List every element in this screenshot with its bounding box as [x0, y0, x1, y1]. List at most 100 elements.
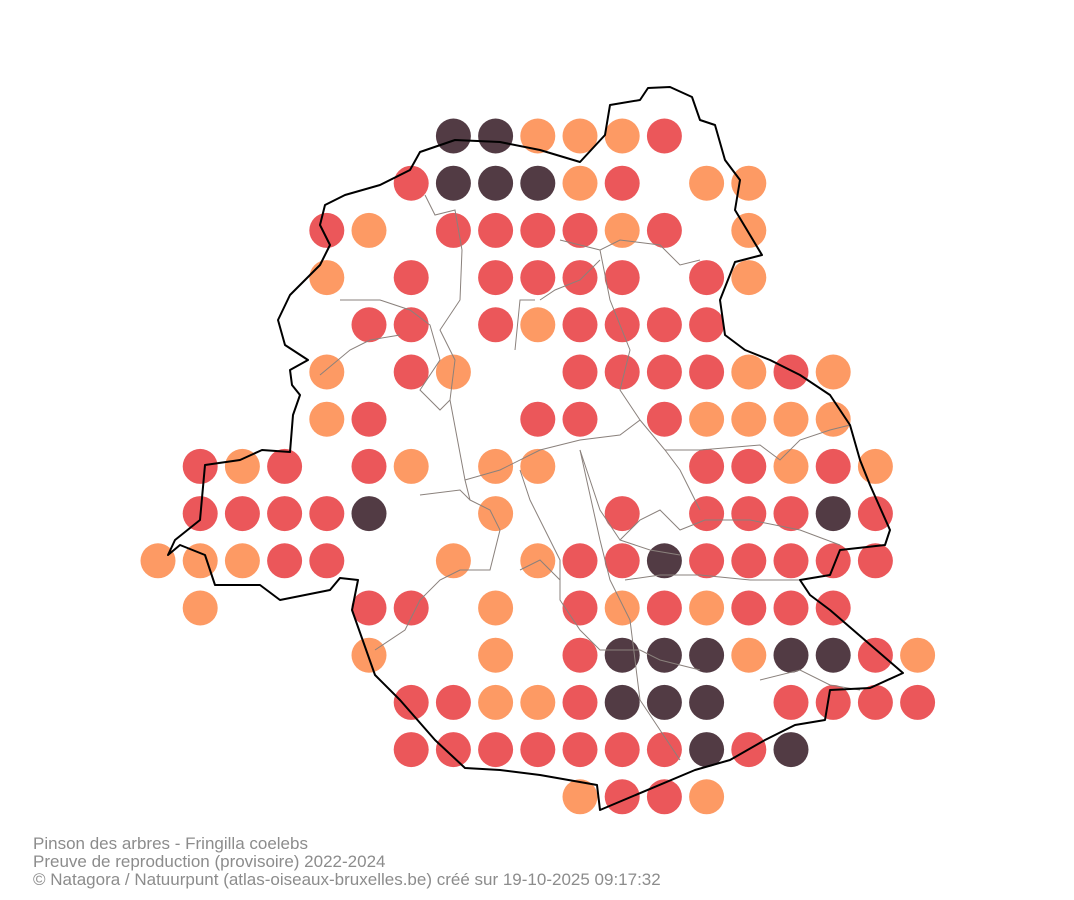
grid-square-red — [731, 590, 767, 626]
grid-square-orange — [309, 354, 345, 390]
grid-square-orange — [815, 401, 851, 437]
grid-square-red — [224, 496, 260, 532]
grid-square-orange — [731, 354, 767, 390]
grid-square-red — [309, 212, 345, 248]
grid-square-orange — [224, 448, 260, 484]
grid-square-red — [478, 260, 514, 296]
grid-square-orange — [815, 354, 851, 390]
grid-square-orange — [562, 118, 598, 154]
grid-square-red — [646, 307, 682, 343]
grid-square-orange — [689, 590, 725, 626]
grid-square-red — [267, 543, 303, 579]
grid-square-orange — [604, 212, 640, 248]
grid-square-orange — [731, 165, 767, 201]
grid-square-dark — [435, 165, 471, 201]
grid-square-orange — [731, 212, 767, 248]
grid-square-orange — [731, 260, 767, 296]
grid-square-red — [393, 590, 429, 626]
grid-square-red — [435, 212, 471, 248]
grid-square-orange — [393, 448, 429, 484]
grid-square-red — [857, 543, 893, 579]
grid-square-red — [182, 448, 218, 484]
grid-square-red — [604, 732, 640, 768]
caption-species: Pinson des arbres - Fringilla coelebs — [33, 834, 308, 853]
grid-square-red — [815, 543, 851, 579]
grid-square-red — [562, 212, 598, 248]
grid-square-red — [689, 448, 725, 484]
grid-square-orange — [731, 637, 767, 673]
grid-square-orange — [309, 260, 345, 296]
grid-square-red — [646, 401, 682, 437]
grid-square-red — [267, 448, 303, 484]
grid-square-red — [478, 307, 514, 343]
grid-square-red — [267, 496, 303, 532]
grid-square-dark — [351, 496, 387, 532]
grid-square-red — [393, 684, 429, 720]
grid-square-orange — [224, 543, 260, 579]
grid-square-red — [731, 448, 767, 484]
grid-square-orange — [689, 401, 725, 437]
grid-square-orange — [478, 637, 514, 673]
grid-square-red — [689, 307, 725, 343]
grid-square-dark — [689, 732, 725, 768]
grid-square-dark — [646, 684, 682, 720]
grid-square-red — [351, 401, 387, 437]
grid-square-dark — [646, 637, 682, 673]
grid-square-red — [857, 637, 893, 673]
grid-square-orange — [520, 307, 556, 343]
atlas-grid-squares — [140, 118, 936, 815]
commune-boundaries — [319, 194, 861, 761]
grid-square-red — [562, 732, 598, 768]
grid-square-orange — [689, 165, 725, 201]
grid-square-orange — [562, 165, 598, 201]
grid-square-orange — [689, 779, 725, 815]
grid-square-dark — [604, 637, 640, 673]
grid-square-dark — [478, 165, 514, 201]
grid-square-orange — [140, 543, 176, 579]
grid-square-red — [520, 260, 556, 296]
grid-square-red — [646, 732, 682, 768]
grid-square-orange — [773, 448, 809, 484]
grid-square-red — [773, 590, 809, 626]
grid-square-orange — [478, 684, 514, 720]
grid-square-orange — [520, 118, 556, 154]
grid-square-red — [351, 307, 387, 343]
grid-square-red — [900, 684, 936, 720]
grid-square-red — [478, 212, 514, 248]
grid-square-red — [604, 307, 640, 343]
grid-square-dark — [435, 118, 471, 154]
caption-subtitle: Preuve de reproduction (provisoire) 2022… — [33, 852, 386, 871]
grid-square-red — [689, 543, 725, 579]
grid-square-dark — [604, 684, 640, 720]
grid-square-red — [604, 779, 640, 815]
grid-square-red — [604, 354, 640, 390]
grid-square-red — [393, 732, 429, 768]
grid-square-red — [562, 307, 598, 343]
grid-square-red — [689, 260, 725, 296]
grid-square-red — [646, 354, 682, 390]
grid-square-orange — [604, 590, 640, 626]
grid-square-red — [351, 590, 387, 626]
grid-square-orange — [309, 401, 345, 437]
grid-square-dark — [689, 637, 725, 673]
grid-square-red — [689, 496, 725, 532]
grid-square-red — [604, 496, 640, 532]
grid-square-orange — [182, 590, 218, 626]
grid-square-red — [857, 684, 893, 720]
map-caption: Pinson des arbres - Fringilla coelebs Pr… — [33, 835, 661, 889]
grid-square-red — [604, 543, 640, 579]
grid-square-dark — [478, 118, 514, 154]
grid-square-red — [689, 354, 725, 390]
grid-square-red — [393, 260, 429, 296]
grid-square-dark — [815, 496, 851, 532]
grid-square-red — [604, 165, 640, 201]
grid-square-red — [562, 354, 598, 390]
grid-square-red — [773, 543, 809, 579]
grid-square-red — [435, 684, 471, 720]
grid-square-red — [731, 496, 767, 532]
grid-square-red — [815, 590, 851, 626]
grid-square-red — [604, 260, 640, 296]
grid-square-orange — [520, 684, 556, 720]
grid-square-red — [562, 684, 598, 720]
